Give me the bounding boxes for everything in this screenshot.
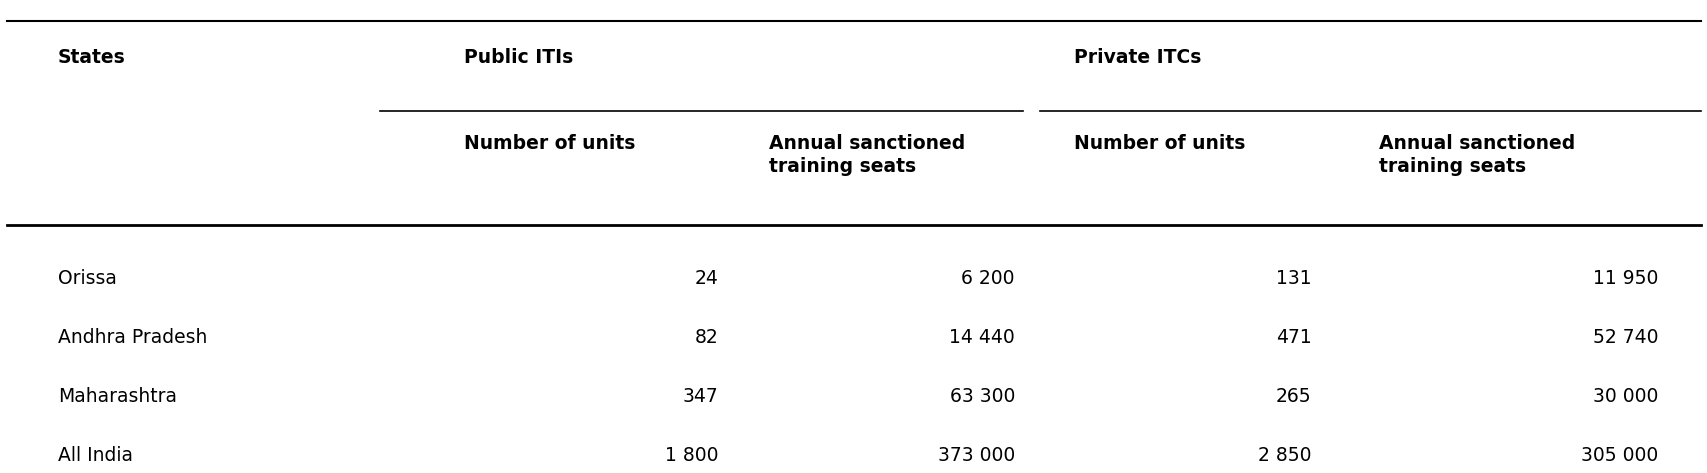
Text: 471: 471 <box>1275 328 1311 347</box>
Text: 82: 82 <box>695 328 719 347</box>
Text: Annual sanctioned
training seats: Annual sanctioned training seats <box>1378 134 1574 176</box>
Text: Annual sanctioned
training seats: Annual sanctioned training seats <box>768 134 964 176</box>
Text: Number of units: Number of units <box>464 134 635 153</box>
Text: Andhra Pradesh: Andhra Pradesh <box>58 328 207 347</box>
Text: 347: 347 <box>683 387 719 406</box>
Text: 14 440: 14 440 <box>949 328 1014 347</box>
Text: 6 200: 6 200 <box>961 270 1014 289</box>
Text: Maharashtra: Maharashtra <box>58 387 176 406</box>
Text: States: States <box>58 48 125 67</box>
Text: 2 850: 2 850 <box>1256 446 1311 465</box>
Text: 305 000: 305 000 <box>1581 446 1657 465</box>
Text: 265: 265 <box>1275 387 1311 406</box>
Text: 24: 24 <box>695 270 719 289</box>
Text: 131: 131 <box>1275 270 1311 289</box>
Text: 11 950: 11 950 <box>1593 270 1657 289</box>
Text: Number of units: Number of units <box>1074 134 1244 153</box>
Text: Public ITIs: Public ITIs <box>464 48 574 67</box>
Text: All India: All India <box>58 446 133 465</box>
Text: 30 000: 30 000 <box>1593 387 1657 406</box>
Text: 52 740: 52 740 <box>1593 328 1657 347</box>
Text: 1 800: 1 800 <box>664 446 719 465</box>
Text: 373 000: 373 000 <box>937 446 1014 465</box>
Text: 63 300: 63 300 <box>949 387 1014 406</box>
Text: Orissa: Orissa <box>58 270 116 289</box>
Text: Private ITCs: Private ITCs <box>1074 48 1202 67</box>
